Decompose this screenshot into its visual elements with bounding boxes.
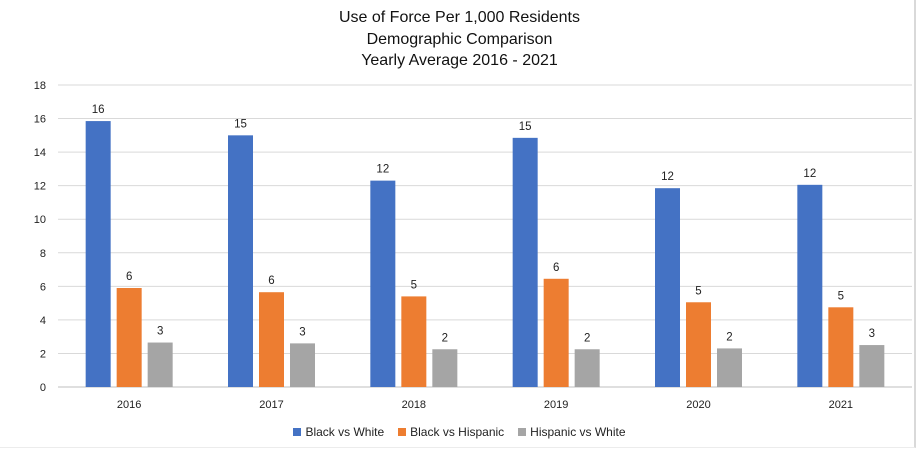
data-label: 12 — [803, 168, 816, 180]
data-label: 3 — [157, 326, 163, 338]
legend-item: Hispanic vs White — [518, 425, 626, 439]
y-tick-label: 14 — [34, 147, 46, 159]
x-axis: 2016 2017 2018 2019 2020 2021 — [117, 399, 853, 411]
bar-black-vs-hispanic-2021 — [828, 307, 854, 387]
y-tick-label: 16 — [34, 114, 46, 126]
title-line-2: Demographic Comparison — [366, 30, 553, 48]
legend-label: Black vs Hispanic — [410, 425, 505, 439]
bar-black-vs-hispanic-2016 — [116, 288, 142, 387]
title-line-3: Yearly Average 2016 - 2021 — [361, 52, 558, 69]
bar-black-vs-white-2017 — [228, 135, 253, 387]
y-tick-label: 0 — [40, 382, 46, 394]
bar-black-vs-hispanic-2020 — [686, 302, 711, 387]
legend-swatch — [293, 428, 302, 436]
data-label: 5 — [411, 279, 417, 291]
x-tick-label: 2017 — [259, 399, 283, 411]
bars — [85, 121, 885, 388]
y-axis: 0 2 4 6 8 10 12 14 16 18 — [34, 80, 46, 394]
bar-hispanic-vs-white-2019 — [574, 349, 600, 387]
legend-swatch — [518, 428, 527, 436]
bar-black-vs-white-2016 — [85, 121, 111, 388]
data-label: 5 — [838, 290, 844, 302]
legend-label: Black vs White — [305, 425, 385, 439]
bar-hispanic-vs-white-2016 — [147, 342, 173, 387]
title-line-1: Use of Force Per 1,000 Residents — [338, 9, 580, 26]
y-tick-label: 4 — [40, 315, 46, 327]
y-tick-label: 8 — [40, 248, 46, 260]
bar-black-vs-white-2021 — [797, 184, 823, 387]
bar-black-vs-white-2018 — [370, 180, 396, 387]
data-label: 2 — [726, 331, 732, 343]
bar-black-vs-white-2020 — [655, 188, 680, 387]
legend-label: Hispanic vs White — [530, 425, 626, 439]
bar-hispanic-vs-white-2020 — [717, 348, 742, 387]
y-tick-label: 10 — [34, 214, 46, 226]
chart-title: Use of Force Per 1,000 Residents Demogra… — [0, 7, 919, 72]
data-label: 2 — [442, 332, 448, 344]
data-label: 3 — [869, 328, 875, 340]
legend: Black vs White Black vs Hispanic Hispanic … — [0, 425, 919, 439]
bar-black-vs-hispanic-2017 — [259, 292, 284, 387]
data-label: 15 — [519, 121, 532, 133]
bar-black-vs-hispanic-2019 — [543, 278, 569, 387]
y-tick-label: 6 — [40, 281, 46, 293]
bar-black-vs-hispanic-2018 — [401, 296, 427, 387]
bar-black-vs-white-2019 — [512, 137, 538, 387]
x-tick-label: 2019 — [544, 399, 568, 411]
bar-hispanic-vs-white-2018 — [432, 349, 458, 387]
legend-item: Black vs White — [293, 425, 384, 439]
x-tick-label: 2018 — [402, 399, 426, 411]
x-tick-label: 2016 — [117, 399, 141, 411]
data-label: 15 — [234, 118, 247, 130]
gridlines — [58, 84, 912, 388]
y-tick-label: 12 — [34, 181, 46, 193]
x-tick-label: 2020 — [686, 399, 710, 411]
data-label: 12 — [661, 171, 674, 183]
data-label: 6 — [126, 271, 132, 283]
y-tick-label: 2 — [40, 348, 46, 360]
y-tick-label: 18 — [34, 80, 46, 92]
data-label: 6 — [268, 275, 274, 287]
data-label: 6 — [553, 262, 559, 274]
legend-item: Black vs Hispanic — [398, 425, 504, 439]
legend-swatch — [398, 428, 407, 436]
data-label: 2 — [584, 332, 590, 344]
data-labels: 16 6 3 15 6 3 12 5 2 15 6 2 12 5 2 12 5 3 — [92, 104, 875, 344]
data-label: 16 — [92, 104, 105, 116]
bar-hispanic-vs-white-2021 — [859, 345, 885, 387]
x-tick-label: 2021 — [829, 399, 853, 411]
data-label: 3 — [299, 326, 305, 338]
bar-hispanic-vs-white-2017 — [290, 343, 315, 387]
data-label: 5 — [695, 285, 701, 297]
data-label: 12 — [376, 164, 389, 176]
